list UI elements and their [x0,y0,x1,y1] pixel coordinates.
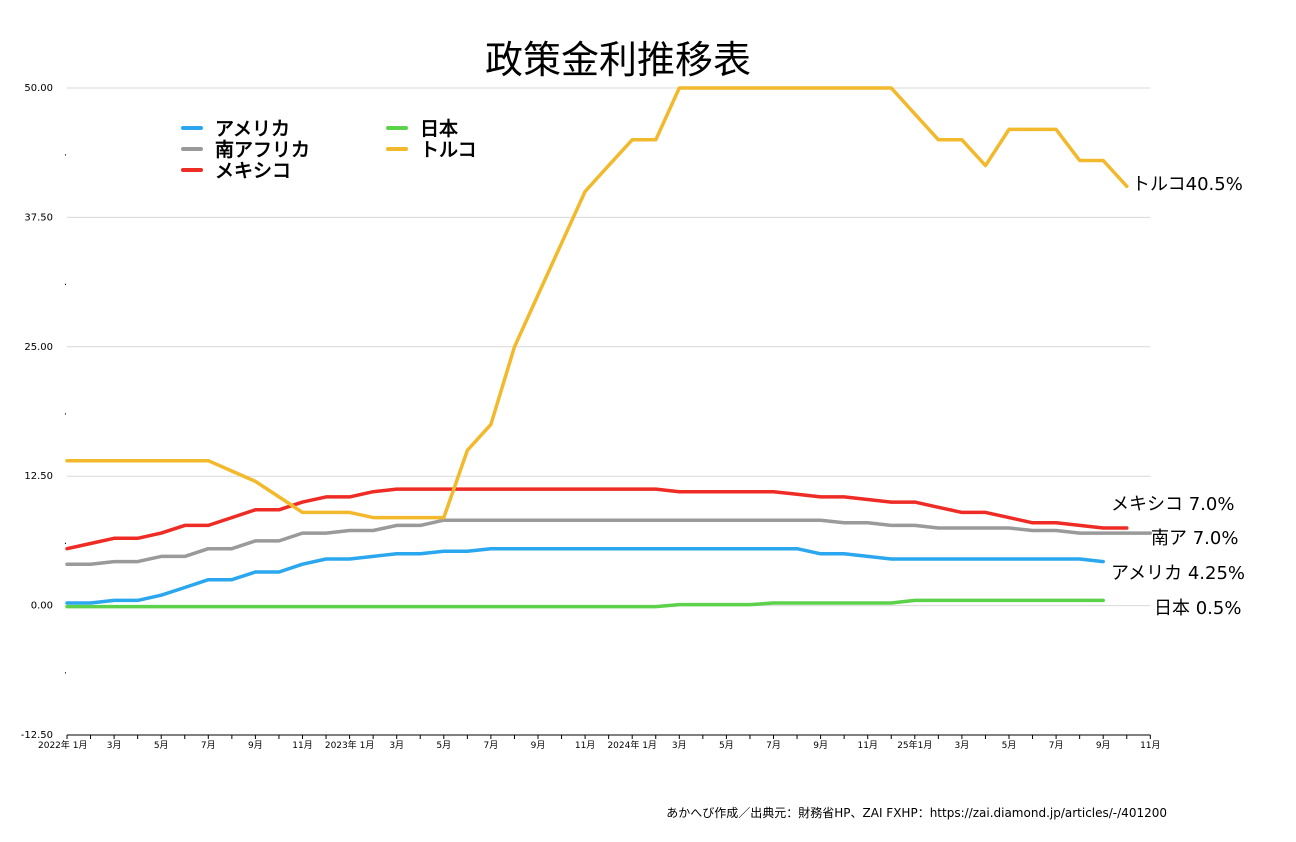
x-tick-label: 11月 [857,740,877,751]
series-line-南アフリカ [65,518,1153,566]
x-tick-label: 2024年 1月 [607,739,657,751]
x-tick-label: 9月 [531,740,546,751]
x-tick-label: 3月 [672,740,687,751]
y-tick-label: 0.00 [31,601,53,612]
gridlines [67,87,1151,736]
x-tick-label: 11月 [575,740,595,751]
x-tick-label: 7月 [766,740,781,751]
source-note: あかへび作成／出典元：財務省HP、ZAI FXHP：https://zai.di… [666,805,1167,820]
series-line-アメリカ [65,546,1105,605]
series-lines [65,86,1153,609]
x-axis-ticks: 2022年 1月 3月 5月 7月 9月 11月 2023年 1月 3月 5月 7月 9月 11月 20… [38,735,1161,751]
x-tick-label: 11月 [1140,740,1160,751]
x-tick-label: 9月 [1096,740,1111,751]
end-label-usa: アメリカ 4.25% [1111,563,1245,584]
legend-label: トルコ [420,139,477,161]
legend-label: 南アフリカ [215,139,310,161]
y-tick-label: 50.00 [24,83,53,94]
x-tick-label: 7月 [1049,740,1064,751]
x-tick-label: 5月 [154,740,169,751]
x-tick-label: 9月 [813,740,828,751]
y-minor-tick: . [64,665,67,676]
x-tick-label: 3月 [107,740,122,751]
x-tick-label: 5月 [1002,740,1017,751]
end-label-japan: 日本 0.5% [1154,598,1241,619]
y-tick-label: 25.00 [24,342,53,353]
y-minor-tick: . [64,148,67,159]
x-tick-label: 5月 [436,740,451,751]
x-tick-label: 2022年 1月 [38,739,88,751]
y-tick-label: 12.50 [24,471,53,482]
y-tick-label: -12.50 [21,730,53,741]
legend-label: 日本 [420,117,458,140]
end-label-turkey: トルコ40.5% [1132,174,1243,195]
x-tick-label: 2023年 1月 [325,739,375,751]
y-minor-tick: . [64,277,67,288]
y-axis-ticks: 50.00 37.50 25.00 12.50 0.00 -12.50..... [21,83,67,741]
series-line-トルコ [65,86,1129,520]
x-tick-label: 7月 [484,740,499,751]
end-label-mexico: メキシコ 7.0% [1111,494,1234,515]
y-tick-label: 37.50 [24,212,53,223]
x-tick-label: 3月 [955,740,970,751]
x-tick-label: 5月 [719,740,734,751]
y-minor-tick: . [64,536,67,547]
x-tick-label: 11月 [292,740,312,751]
series-line-日本 [65,598,1105,609]
x-tick-label: 7月 [201,740,216,751]
y-minor-tick: . [64,407,67,418]
x-tick-label: 25年1月 [897,739,932,751]
x-tick-label: 3月 [389,740,404,751]
legend-label: メキシコ [215,160,291,182]
x-tick-label: 9月 [248,740,263,751]
series-line-メキシコ [65,487,1129,551]
chart-title: 政策金利推移表 [485,38,751,82]
legend-label: アメリカ [215,118,290,140]
end-label-south-africa: 南ア 7.0% [1151,528,1238,549]
